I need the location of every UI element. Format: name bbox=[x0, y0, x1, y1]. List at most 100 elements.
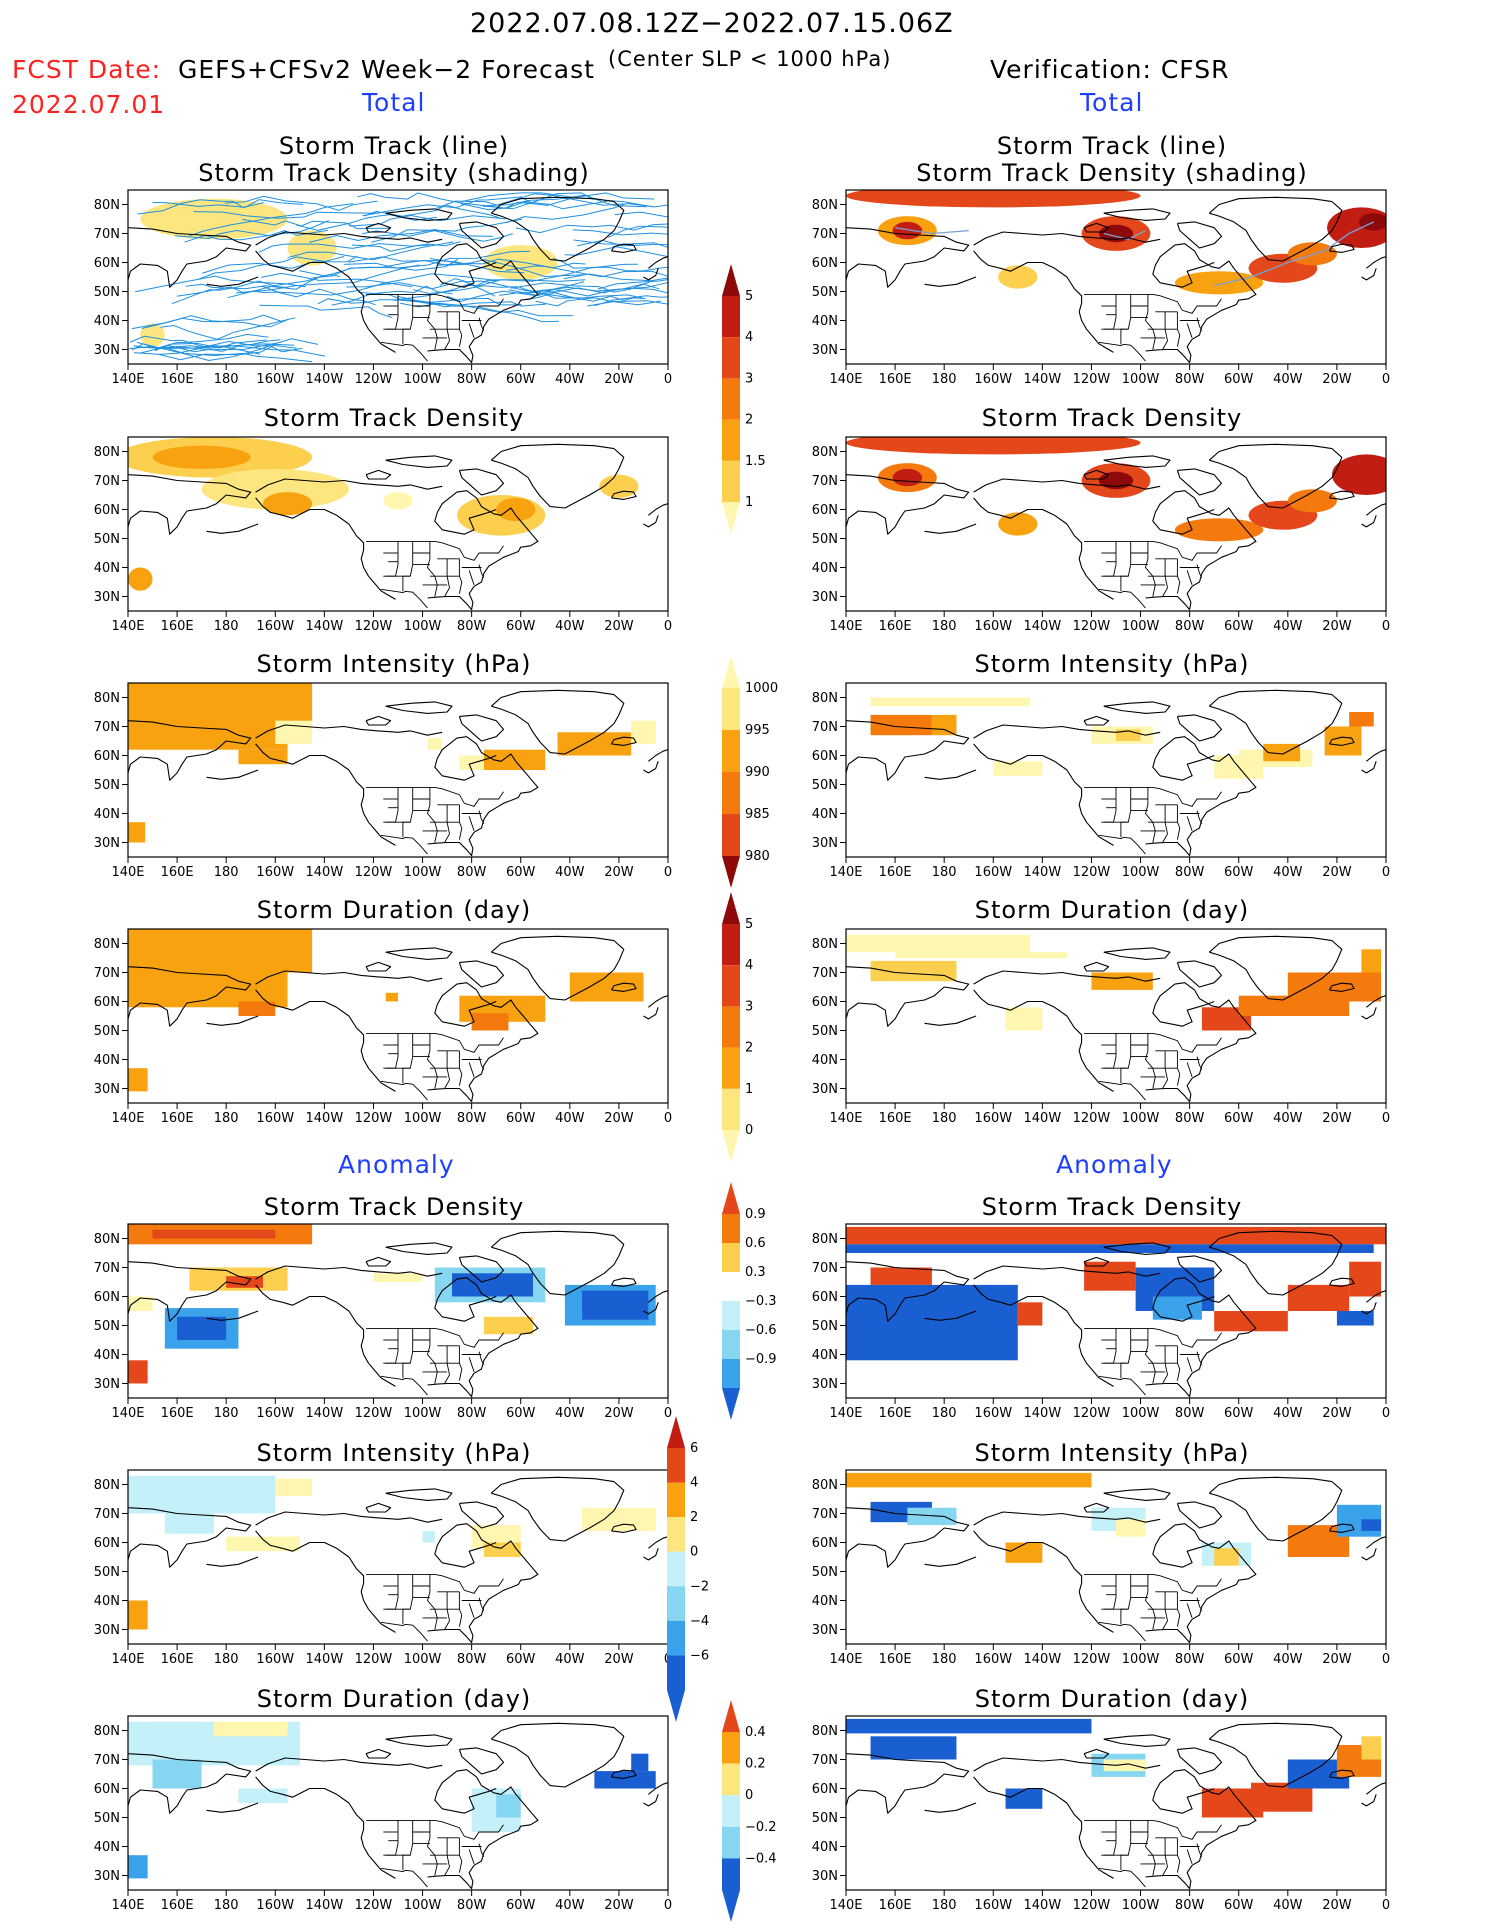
border bbox=[468, 1603, 475, 1619]
storm-track bbox=[201, 255, 358, 274]
coastline bbox=[973, 1284, 1114, 1387]
map-frame bbox=[845, 1469, 1387, 1645]
panel-fcst-density: 80N 70N 60N 50N 40N 30N 140E 160E 180 160W 140W 120… bbox=[94, 436, 672, 634]
lat-tick-label: 60N bbox=[812, 995, 838, 1010]
coastline bbox=[365, 1256, 392, 1267]
political-borders bbox=[1084, 1573, 1222, 1642]
colorbar-swatch bbox=[722, 1795, 740, 1827]
coastline bbox=[1208, 443, 1343, 509]
lon-tick-label: 100W bbox=[1122, 1652, 1160, 1667]
political-borders bbox=[366, 540, 504, 609]
colorbar-intensity-total: 1000 995 990 985 980 bbox=[722, 656, 782, 888]
lon-tick-label: 40W bbox=[555, 865, 585, 880]
storm-track bbox=[348, 256, 525, 274]
border bbox=[1162, 1591, 1168, 1630]
colorbar-swatch bbox=[722, 924, 740, 966]
storm-track bbox=[608, 225, 668, 238]
border bbox=[366, 1327, 504, 1348]
lat-tick-label: 60N bbox=[94, 1290, 120, 1305]
coastline bbox=[1366, 995, 1386, 1008]
shaded-cell bbox=[631, 1753, 649, 1772]
storm-track bbox=[287, 241, 454, 261]
coastline bbox=[1145, 1769, 1257, 1890]
colorbar-density-anomaly: 0.9 0.6 0.3 −0.3 −0.6 −0.9 bbox=[722, 1182, 782, 1420]
colorbar-label: 1000 bbox=[745, 681, 778, 696]
coastline bbox=[255, 250, 396, 353]
coastline bbox=[1083, 715, 1110, 726]
coastline bbox=[1329, 1277, 1355, 1287]
coastlines bbox=[846, 689, 1386, 857]
coastline bbox=[973, 743, 1114, 846]
coastline bbox=[973, 250, 1114, 353]
intensity-cells bbox=[128, 683, 656, 843]
coastline bbox=[365, 469, 392, 480]
coastline bbox=[365, 1502, 392, 1513]
panel-verif-intensity: 80N 70N 60N 50N 40N 30N 140E 160E 180 160W 140W 120… bbox=[812, 682, 1390, 880]
lat-tick-label: 70N bbox=[812, 1753, 838, 1768]
storm-track bbox=[162, 340, 303, 353]
border bbox=[1186, 1849, 1193, 1865]
lon-tick-label: 140W bbox=[1024, 1111, 1062, 1126]
lon-tick-label: 0 bbox=[1382, 865, 1390, 880]
coastline bbox=[1083, 469, 1110, 480]
lon-tick-label: 180 bbox=[932, 372, 957, 387]
title-left-track-density-shading: Storm Track Density (shading) bbox=[198, 159, 590, 187]
lat-tick-label: 70N bbox=[812, 720, 838, 735]
coastline bbox=[427, 490, 539, 611]
lat-tick-label: 80N bbox=[94, 1478, 120, 1493]
shaded-cell bbox=[128, 1360, 148, 1384]
shaded-region bbox=[383, 492, 413, 510]
border bbox=[478, 810, 485, 824]
lon-tick-label: 60W bbox=[506, 372, 536, 387]
colorbar-label: 1 bbox=[745, 495, 753, 510]
shaded-region bbox=[846, 190, 1141, 208]
map-frame bbox=[845, 1223, 1387, 1399]
border bbox=[383, 1328, 399, 1364]
border bbox=[1098, 1375, 1146, 1396]
storm-track bbox=[505, 202, 668, 224]
border bbox=[1084, 1327, 1222, 1348]
border bbox=[380, 1080, 428, 1101]
verification-label: Verification: CFSR bbox=[990, 55, 1230, 84]
coastline bbox=[1176, 468, 1223, 496]
density-shading bbox=[128, 437, 639, 591]
border bbox=[458, 1050, 463, 1086]
border bbox=[1176, 558, 1181, 594]
lat-tick-label: 40N bbox=[812, 314, 838, 329]
border bbox=[458, 1591, 463, 1627]
border bbox=[444, 1837, 450, 1876]
lat-tick-label: 70N bbox=[812, 966, 838, 981]
lon-tick-label: 0 bbox=[664, 372, 672, 387]
coastline bbox=[924, 1310, 977, 1321]
lat-tick-label: 30N bbox=[812, 343, 838, 358]
forecast-title: GEFS+CFSv2 Week−2 Forecast bbox=[178, 55, 595, 84]
colorbar-duration-total: 5 4 3 2 1 0 bbox=[722, 892, 782, 1162]
coastline bbox=[255, 1757, 443, 1772]
lat-tick-label: 50N bbox=[812, 1024, 838, 1039]
lon-tick-label: 60W bbox=[1224, 865, 1254, 880]
lon-tick-label: 20W bbox=[1322, 619, 1352, 634]
coastlines bbox=[128, 689, 668, 857]
shaded-cell bbox=[128, 1855, 148, 1879]
lon-tick-label: 140W bbox=[1024, 619, 1062, 634]
shaded-cell bbox=[846, 1472, 1092, 1488]
lat-tick-label: 80N bbox=[812, 1724, 838, 1739]
border bbox=[1162, 558, 1168, 597]
lat-tick-label: 50N bbox=[94, 285, 120, 300]
lat-tick-label: 50N bbox=[812, 1319, 838, 1334]
lat-tick-label: 70N bbox=[812, 227, 838, 242]
border bbox=[1101, 1033, 1117, 1069]
colorbar-label: 990 bbox=[745, 765, 770, 780]
shaded-cell bbox=[931, 714, 957, 736]
lon-tick-label: 60W bbox=[506, 1652, 536, 1667]
section-total-left: Total bbox=[362, 88, 426, 117]
storm-track-lines bbox=[894, 221, 1375, 287]
lon-tick-label: 120W bbox=[355, 372, 393, 387]
border bbox=[1186, 1062, 1193, 1078]
coastline bbox=[255, 989, 396, 1092]
lat-tick-label: 60N bbox=[94, 995, 120, 1010]
lon-tick-label: 0 bbox=[664, 619, 672, 634]
coastline bbox=[128, 1261, 252, 1322]
lat-tick-label: 30N bbox=[812, 590, 838, 605]
shaded-cell bbox=[1324, 726, 1362, 756]
